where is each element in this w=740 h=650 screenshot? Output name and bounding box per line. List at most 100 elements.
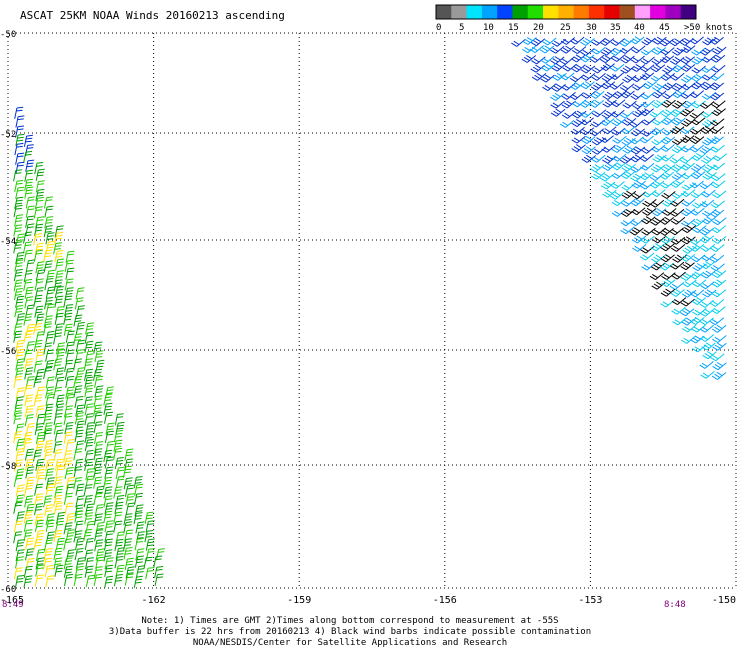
wind-barb	[24, 414, 34, 427]
wind-barb	[43, 260, 53, 273]
wind-barb	[24, 367, 34, 380]
wind-barb	[44, 278, 54, 291]
wind-barb	[671, 271, 686, 280]
wind-barb	[530, 64, 545, 73]
wind-barb	[709, 299, 725, 307]
wind-barb	[652, 154, 667, 163]
wind-barb	[691, 171, 706, 180]
wind-barb	[610, 38, 626, 46]
wind-barb	[144, 511, 154, 524]
wind-barb	[620, 83, 635, 92]
wind-barb	[689, 243, 705, 252]
wind-barb	[711, 108, 726, 117]
wind-barb	[692, 225, 707, 234]
wind-barb	[93, 368, 103, 381]
wind-barb	[143, 556, 153, 569]
colorbar-frame	[435, 4, 697, 20]
wind-barb	[23, 150, 33, 164]
right-swath-time: 8:48	[664, 600, 686, 610]
wind-barb	[45, 531, 55, 544]
lon-tick-label: -159	[287, 595, 311, 606]
wind-barb	[660, 299, 675, 308]
wind-barb	[115, 475, 125, 488]
wind-barb	[84, 503, 94, 516]
wind-barb	[34, 483, 44, 496]
wind-barb	[542, 37, 557, 46]
colorbar-label: 20	[533, 23, 544, 33]
wind-barb	[44, 205, 54, 218]
wind-barb	[581, 135, 596, 145]
wind-barb	[639, 135, 654, 144]
wind-barb	[581, 146, 596, 155]
wind-barb	[701, 92, 717, 100]
wind-barb	[710, 200, 726, 209]
wind-barb	[559, 56, 575, 65]
wind-barb	[53, 422, 63, 435]
wind-barb	[640, 99, 655, 108]
wind-barb	[689, 126, 705, 135]
wind-barb	[660, 47, 675, 56]
wind-barb	[54, 429, 64, 442]
wind-barb	[712, 190, 727, 199]
wind-barb	[691, 56, 707, 65]
wind-barb	[63, 538, 73, 551]
wind-barb	[712, 46, 727, 55]
wind-barb	[63, 323, 73, 336]
wind-barb	[671, 306, 686, 315]
wind-barb	[113, 574, 123, 587]
wind-barb	[136, 565, 145, 578]
wind-barb	[661, 191, 676, 199]
wind-barb	[35, 548, 45, 561]
colorbar-segment	[650, 5, 666, 19]
wind-barb	[124, 529, 134, 542]
wind-barb	[602, 155, 617, 164]
wind-barb	[113, 447, 123, 461]
wind-barb	[689, 289, 705, 298]
wind-barb	[74, 548, 84, 561]
wind-barb	[569, 81, 585, 91]
wind-barb	[650, 217, 665, 226]
wind-barb	[15, 484, 25, 497]
wind-barb	[85, 350, 95, 363]
wind-barb	[93, 573, 103, 586]
wind-barb	[75, 495, 85, 508]
lon-tick-label: -156	[433, 595, 457, 606]
wind-barb	[710, 118, 725, 127]
wind-barb	[84, 340, 94, 353]
wind-barb	[43, 412, 53, 426]
wind-barb	[709, 209, 725, 218]
wind-barb	[699, 199, 715, 208]
wind-barb	[14, 179, 24, 193]
wind-barb	[522, 45, 537, 54]
wind-barb	[610, 99, 626, 108]
wind-barb	[571, 144, 586, 153]
wind-barb	[153, 555, 163, 568]
wind-barb	[709, 73, 725, 81]
wind-barb	[43, 342, 53, 355]
wind-barb	[54, 485, 64, 498]
wind-barb	[690, 81, 706, 90]
wind-barb	[660, 144, 675, 152]
wind-barb	[609, 81, 624, 90]
wind-barb	[13, 269, 23, 282]
wind-barb	[591, 137, 607, 146]
wind-barb	[590, 82, 606, 91]
wind-barb	[550, 108, 566, 117]
wind-barb	[651, 46, 667, 55]
wind-barb	[709, 82, 725, 91]
wind-barb	[135, 548, 145, 561]
wind-barb	[671, 164, 686, 173]
wind-barb	[24, 358, 34, 371]
wind-barb	[550, 92, 565, 101]
wind-barb	[691, 117, 706, 126]
wind-barb	[53, 557, 63, 570]
wind-barb	[85, 322, 95, 335]
wind-barb	[709, 36, 724, 45]
wind-barb	[74, 458, 84, 471]
note-line-1: Note: 1) Times are GMT 2)Times along bot…	[141, 616, 559, 626]
lat-tick-label: -60	[0, 585, 16, 595]
wind-barb	[24, 286, 34, 299]
wind-barb	[134, 483, 144, 496]
wind-barb	[702, 164, 717, 173]
